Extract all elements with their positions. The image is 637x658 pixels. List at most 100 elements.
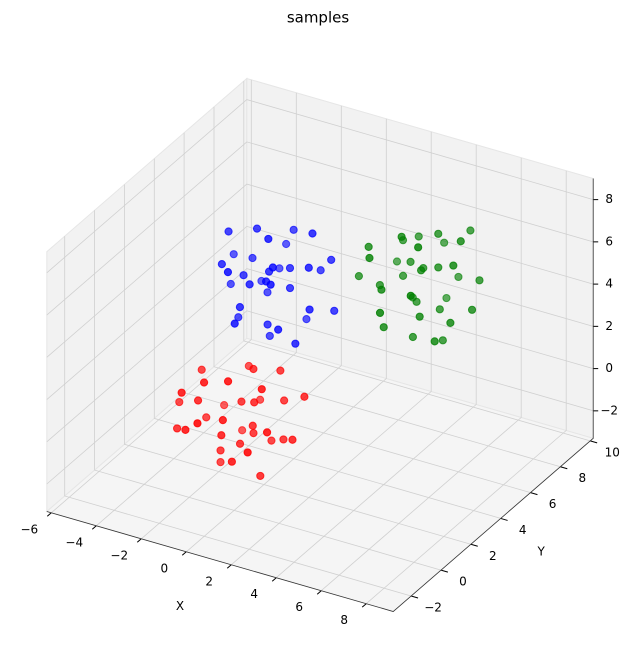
point — [416, 266, 426, 275]
point — [264, 234, 273, 244]
point — [223, 268, 233, 277]
point — [175, 397, 184, 407]
point — [305, 305, 314, 314]
point — [282, 239, 291, 249]
z-tick-label: 0 — [605, 361, 613, 375]
tick-mark — [530, 492, 538, 496]
point — [302, 315, 311, 324]
point — [274, 325, 283, 334]
x-tick-label: 4 — [250, 587, 258, 601]
point — [308, 229, 317, 238]
tick-mark — [91, 525, 97, 530]
x-tick-label: −2 — [110, 548, 128, 562]
z-tick-label: −2 — [600, 403, 618, 417]
point — [216, 458, 225, 467]
point — [456, 237, 465, 246]
tick-mark — [46, 512, 52, 517]
point — [230, 319, 239, 328]
point — [327, 255, 336, 264]
point — [375, 280, 384, 290]
point — [412, 297, 421, 306]
point — [234, 313, 243, 322]
tick-mark — [470, 543, 478, 547]
point — [218, 416, 227, 425]
grid-line — [243, 81, 591, 442]
y-tick-label: 0 — [459, 575, 467, 589]
tick-mark — [590, 440, 598, 444]
point — [267, 436, 276, 445]
point — [262, 428, 272, 437]
point — [237, 397, 246, 406]
grid-line — [46, 268, 594, 443]
point — [467, 305, 477, 314]
grid-line — [275, 144, 477, 579]
z-tick-label: 8 — [605, 192, 613, 206]
x-tick-label: 2 — [205, 574, 213, 588]
grid-line — [213, 106, 561, 468]
point — [227, 457, 236, 466]
point — [466, 226, 475, 235]
y-tick-label: −2 — [424, 600, 442, 614]
grid-line — [230, 131, 432, 566]
tick-mark — [560, 466, 568, 470]
point — [316, 266, 325, 275]
point — [257, 385, 266, 394]
z-tick-label: 4 — [605, 277, 613, 291]
y-tick-label: 2 — [489, 549, 497, 563]
point — [406, 257, 415, 267]
point — [408, 332, 417, 342]
axis-line — [46, 178, 594, 612]
point — [250, 398, 259, 407]
x-tick-label: 0 — [160, 561, 168, 575]
grid-line — [46, 183, 594, 358]
point — [279, 435, 288, 444]
x-tick-label: 8 — [340, 613, 348, 627]
grid-line — [46, 225, 594, 400]
point — [289, 225, 298, 234]
grid-line — [46, 99, 594, 274]
tick-mark — [136, 538, 142, 543]
x-tick-label: 6 — [295, 600, 303, 614]
point — [442, 293, 451, 303]
point — [199, 378, 209, 387]
point — [440, 238, 449, 247]
point — [248, 253, 257, 263]
point — [249, 428, 258, 438]
x-axis-label: X — [176, 599, 184, 613]
point — [288, 435, 297, 444]
point — [265, 331, 274, 341]
y-tick-label: 4 — [519, 523, 527, 537]
point — [354, 272, 363, 281]
tick-mark — [440, 569, 449, 573]
point — [245, 280, 254, 289]
tick-mark — [410, 595, 419, 599]
point — [268, 263, 277, 272]
point — [181, 425, 190, 434]
grid-line — [96, 92, 297, 527]
x-tick-label: −4 — [65, 535, 83, 549]
point — [414, 232, 423, 241]
y-tick-label: 8 — [579, 471, 587, 485]
point — [438, 336, 447, 345]
z-tick-label: 6 — [605, 234, 613, 248]
tick-mark — [316, 590, 322, 595]
point — [177, 388, 186, 397]
point — [375, 308, 385, 317]
y-axis-label: Y — [537, 544, 546, 558]
point — [238, 426, 247, 435]
point — [193, 419, 202, 428]
point — [364, 242, 373, 251]
grid-line — [94, 210, 442, 571]
tick-mark — [271, 577, 277, 582]
point — [434, 229, 443, 238]
point — [454, 272, 463, 282]
point — [243, 448, 252, 457]
point — [224, 227, 233, 236]
z-tick-label: 2 — [605, 319, 613, 333]
point — [261, 277, 271, 286]
point — [239, 271, 248, 280]
point — [197, 365, 206, 374]
point — [193, 396, 203, 405]
point — [220, 401, 229, 410]
point — [398, 271, 408, 280]
